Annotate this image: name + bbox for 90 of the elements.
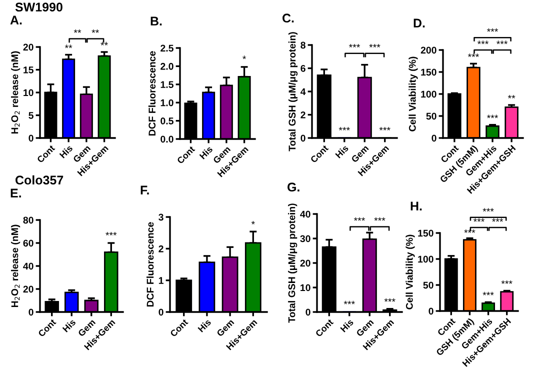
y-tick-label: 0.0 <box>160 136 174 143</box>
text: *** <box>482 208 494 212</box>
y-tick-label: 0 <box>428 308 434 315</box>
y-axis-title: H$_{2}$O$_{2}$ release (nM) <box>11 224 20 308</box>
y-tick-label: 1.5 <box>160 81 174 88</box>
text: *** <box>473 218 485 222</box>
annotation: ** <box>100 42 108 46</box>
text: ** <box>92 29 99 33</box>
y-tick-label: 0 <box>28 308 34 316</box>
annotation: *** <box>106 232 117 236</box>
text: ** <box>74 29 82 33</box>
chart-title: G. <box>288 182 300 192</box>
y-tick-label: 6 <box>300 64 306 72</box>
y-axis-title: DCF Fluorescence <box>148 51 156 136</box>
y-axis-title: H$_{2}$O$_{2}$ release (nM) <box>11 51 20 134</box>
y-tick-label: 150 <box>418 230 434 237</box>
x-tick-label: His <box>59 144 73 158</box>
y-tick-label: 30 <box>300 235 310 242</box>
y-tick-label: 40 <box>23 262 34 270</box>
y-tick-label: 0 <box>432 134 436 142</box>
annotation: *** <box>384 298 396 302</box>
annotation: *** <box>344 300 355 304</box>
y-tick-label: 0 <box>300 134 306 142</box>
y-tick-label: 0 <box>306 308 310 316</box>
annotation: *** <box>501 280 512 284</box>
annotation: * <box>242 56 246 60</box>
y-tick-label: 15 <box>24 66 34 74</box>
annotation: *** <box>379 126 390 130</box>
y-tick-label: 150 <box>421 68 436 76</box>
x-tick-label: His <box>62 318 76 332</box>
annotation: ** <box>508 94 516 98</box>
chart-subtitle: Colo357 <box>16 175 64 185</box>
y-axis-title: Total GSH (μM/μg protein) <box>288 32 298 152</box>
x-tick-label: His <box>340 318 354 332</box>
y-tick-label: 2.0 <box>160 62 174 70</box>
chart-title: D. <box>414 18 425 28</box>
y-tick-label: 20 <box>23 286 34 293</box>
y-tick-label: 40 <box>300 210 310 218</box>
y-tick-label: 100 <box>421 90 436 98</box>
y-tick-label: 3 <box>158 214 164 221</box>
text: *** <box>477 40 489 44</box>
chart-title: F. <box>140 186 149 194</box>
y-tick-label: 2.5 <box>160 44 174 52</box>
y-tick-label: 0.5 <box>160 118 174 124</box>
chart-title: C. <box>282 14 294 23</box>
y-tick-label: 20 <box>300 260 310 267</box>
y-tick-label: 50 <box>426 112 436 120</box>
y-tick-label: 80 <box>23 216 34 224</box>
y-tick-label: 20 <box>23 44 34 51</box>
chart-title: A. <box>10 16 22 24</box>
text: *** <box>496 40 508 44</box>
y-axis-title: Cell Viability (%) <box>408 56 418 132</box>
y-tick-label: 10 <box>300 284 310 292</box>
y-tick-label: 1.0 <box>160 99 174 106</box>
y-tick-label: 60 <box>23 240 34 247</box>
annotation: *** <box>468 54 479 58</box>
annotation: *** <box>374 217 386 221</box>
y-tick-label: 5 <box>28 112 34 119</box>
annotation: *** <box>487 114 498 118</box>
annotation: *** <box>464 229 476 233</box>
chart-title: E. <box>10 188 21 198</box>
y-tick-label: 4 <box>300 88 306 96</box>
y-tick-label: 200 <box>420 46 436 54</box>
annotation: *** <box>338 126 350 130</box>
y-tick-label: 10 <box>24 89 34 96</box>
annotation: ** <box>64 44 72 48</box>
annotation: *** <box>482 292 494 296</box>
x-tick-label: His <box>334 144 349 158</box>
y-tick-label: 0 <box>158 308 164 316</box>
text: *** <box>487 28 498 32</box>
y-axis-title: DCF Fluorescence <box>146 222 154 307</box>
annotation: *** <box>354 217 366 221</box>
chart-title: H. <box>410 202 422 210</box>
annotation: *** <box>369 44 380 48</box>
chart-subtitle: SW1990 <box>15 2 62 12</box>
text: *** <box>492 218 504 222</box>
y-tick-label: 2 <box>158 245 164 252</box>
x-tick-label: His <box>197 318 212 332</box>
y-tick-label: 2 <box>300 111 306 118</box>
y-tick-label: 1 <box>158 277 164 284</box>
chart-title: B. <box>150 16 162 26</box>
y-axis-title: Cell Viability (%) <box>406 234 415 310</box>
y-tick-label: 100 <box>418 256 434 263</box>
y-tick-label: 0 <box>28 134 34 142</box>
y-tick-label: 50 <box>423 282 434 289</box>
annotation: * <box>251 220 255 224</box>
annotation: *** <box>348 44 360 48</box>
y-axis-title: Total GSH (μM/μg protein) <box>288 204 298 323</box>
x-tick-label: His <box>199 146 213 160</box>
y-tick-label: 8 <box>300 42 306 49</box>
